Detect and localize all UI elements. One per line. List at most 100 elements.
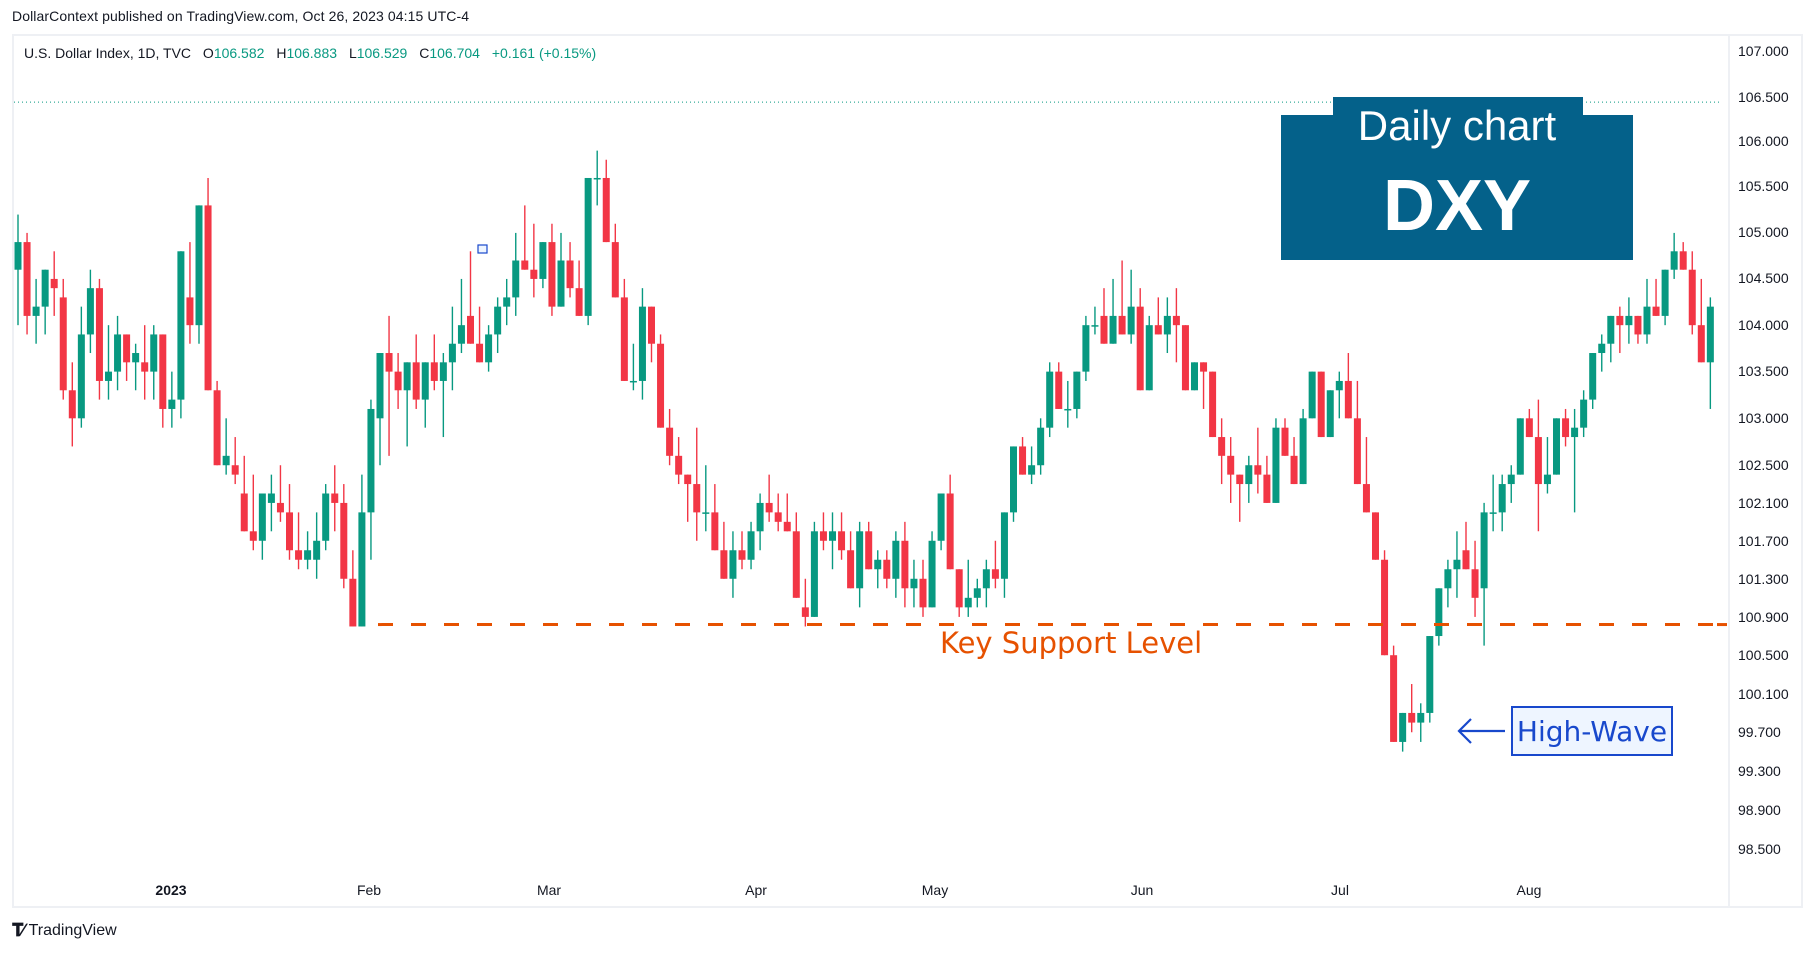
- candle: [593, 150, 601, 206]
- candle: [648, 306, 655, 363]
- candle: [1362, 437, 1370, 513]
- candle: [1516, 418, 1524, 475]
- candle: [928, 531, 936, 608]
- candle: [1272, 418, 1280, 503]
- price-tick: 102.100: [1738, 495, 1789, 511]
- candle: [602, 159, 610, 243]
- candle: [1218, 418, 1226, 485]
- title-banner: [1281, 115, 1633, 260]
- candle: [1589, 353, 1597, 409]
- price-tick: 100.900: [1738, 609, 1789, 625]
- candle: [1372, 512, 1379, 560]
- candle: [675, 437, 683, 485]
- candle: [1181, 325, 1189, 391]
- candle: [539, 242, 547, 289]
- candle: [59, 278, 67, 400]
- symbol-name[interactable]: U.S. Dollar Index, 1D, TVC: [24, 45, 192, 61]
- candle: [23, 232, 31, 335]
- price-tick: 104.500: [1738, 270, 1789, 286]
- candle: [1019, 437, 1027, 475]
- candle: [1616, 306, 1624, 354]
- price-tick: 99.700: [1738, 724, 1781, 740]
- candle: [1543, 437, 1551, 494]
- left-arrow-icon: [1457, 718, 1505, 744]
- candle: [68, 362, 76, 447]
- price-tick: 106.000: [1738, 133, 1789, 149]
- candle: [847, 531, 855, 589]
- candle: [286, 484, 293, 560]
- candle: [186, 242, 194, 344]
- candle: [1498, 474, 1506, 532]
- candle: [1317, 371, 1325, 438]
- candle: [611, 223, 619, 298]
- candle: [1127, 269, 1135, 344]
- candle: [177, 251, 185, 419]
- candle: [1571, 408, 1579, 513]
- tradingview-brand: TradingView: [28, 921, 117, 939]
- price-tick: 105.000: [1738, 224, 1789, 240]
- price-tick: 101.700: [1738, 533, 1789, 549]
- candle: [476, 306, 484, 363]
- candle: [530, 223, 538, 298]
- time-tick: Apr: [745, 882, 767, 898]
- candle: [1353, 380, 1361, 485]
- candle: [548, 223, 556, 316]
- candle: [467, 251, 474, 344]
- time-tick: 2023: [155, 882, 187, 898]
- open-value: 106.582: [213, 45, 265, 61]
- candle: [1435, 588, 1443, 646]
- candle: [919, 559, 927, 617]
- candle: [874, 550, 882, 589]
- candle: [1154, 297, 1162, 335]
- candle: [276, 465, 284, 522]
- price-tick: 103.000: [1738, 410, 1789, 426]
- low-label: L: [348, 45, 357, 61]
- candle: [1480, 502, 1488, 646]
- candle: [1706, 297, 1714, 409]
- candle: [1634, 315, 1642, 344]
- candle: [123, 334, 131, 381]
- candle: [575, 260, 583, 316]
- candle: [810, 521, 818, 617]
- candle: [86, 269, 94, 354]
- candle: [1562, 408, 1570, 447]
- candle: [901, 521, 909, 608]
- price-axis-separator: [1728, 36, 1730, 906]
- candle: [1534, 399, 1542, 532]
- candle: [566, 242, 574, 298]
- candle: [1163, 297, 1171, 354]
- tradingview-footer[interactable]: 𝐓∕ TradingView: [12, 920, 117, 941]
- candle: [95, 278, 103, 400]
- high-label: H: [276, 45, 287, 61]
- price-tick: 104.000: [1738, 317, 1789, 333]
- candle: [150, 325, 158, 400]
- candle: [693, 427, 701, 541]
- candle: [1697, 278, 1705, 363]
- candle: [1308, 371, 1316, 419]
- candle: [1381, 550, 1389, 656]
- high-wave-label: High-Wave: [1516, 714, 1668, 748]
- candle: [1679, 242, 1687, 270]
- candle: [114, 315, 122, 391]
- candle: [819, 512, 827, 551]
- candle: [430, 334, 438, 391]
- candle: [937, 493, 945, 551]
- candle: [1417, 703, 1425, 742]
- candle: [32, 278, 40, 344]
- candle: [1299, 408, 1307, 485]
- candle: [1145, 315, 1153, 391]
- candle: [403, 362, 411, 447]
- candle: [657, 334, 665, 428]
- note-marker-icon[interactable]: [477, 244, 488, 254]
- candle: [910, 559, 918, 608]
- candle: [304, 531, 312, 570]
- candle: [1598, 334, 1606, 372]
- price-tick: 101.300: [1738, 571, 1789, 587]
- candle: [1525, 408, 1533, 438]
- candle: [1109, 278, 1117, 344]
- candle: [829, 512, 836, 570]
- candle: [132, 343, 140, 391]
- candle: [991, 540, 999, 589]
- candle: [774, 493, 782, 532]
